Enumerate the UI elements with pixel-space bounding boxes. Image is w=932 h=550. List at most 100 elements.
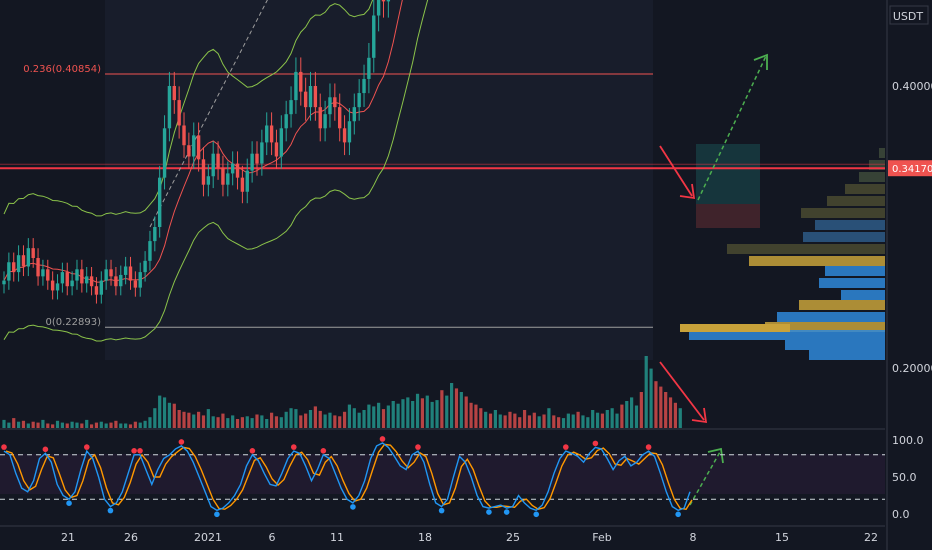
- candle-body: [143, 260, 147, 273]
- oversold-marker: [438, 507, 445, 514]
- candle-body: [123, 266, 128, 275]
- drop-arrow-line: [659, 145, 693, 197]
- volume-bar: [269, 412, 274, 428]
- fibonacci-retracement: 1.618(1.46034)1.414(1.30508)1.272(1.1970…: [0, 0, 885, 328]
- candle-body: [201, 159, 206, 185]
- candle-body: [138, 272, 142, 288]
- volume-bar: [668, 397, 673, 428]
- osc-arrow-head: [707, 447, 724, 464]
- candle-body: [333, 97, 337, 108]
- volume-bar: [391, 401, 395, 428]
- volume-bar: [673, 402, 678, 428]
- oversold-marker: [214, 511, 220, 518]
- volume-bar: [420, 398, 425, 428]
- volume-bar: [386, 405, 390, 428]
- date-tick: 25: [506, 531, 520, 544]
- volume-bar: [158, 395, 162, 428]
- candle-body: [55, 283, 60, 291]
- oversold-marker: [486, 509, 492, 515]
- volume-profile-row-17: [785, 340, 885, 350]
- candle-body: [177, 100, 181, 126]
- volume-bar: [46, 423, 50, 428]
- candle-body: [255, 153, 259, 164]
- candle-body: [65, 272, 69, 287]
- volume-bar: [561, 418, 566, 428]
- candle-body: [187, 145, 191, 157]
- volume-bar: [484, 411, 488, 428]
- volume-bar: [377, 402, 381, 428]
- candle-body: [279, 128, 284, 157]
- fib-region-shade: [105, 0, 653, 360]
- volume-bar: [610, 408, 614, 428]
- volume-bar: [586, 417, 590, 428]
- candle-body: [119, 274, 123, 287]
- candle-body: [284, 114, 288, 129]
- stoch-rsi-pane: [0, 436, 885, 518]
- volume-bar: [226, 418, 230, 428]
- volume-profile-row-4: [827, 196, 885, 206]
- trade-zones: [696, 144, 760, 228]
- price-tag-bg: [888, 160, 932, 177]
- volume-bar: [659, 386, 663, 428]
- candle-body: [2, 280, 6, 285]
- candle-body: [41, 269, 45, 277]
- volume-bar: [600, 413, 605, 428]
- candle-body: [60, 272, 65, 284]
- volume-bar: [153, 408, 157, 428]
- volume-bar: [459, 392, 463, 428]
- volume-bar: [493, 410, 497, 428]
- candle-body: [303, 91, 308, 108]
- date-tick: 2021: [194, 531, 222, 544]
- volume-profile-row-10: [825, 266, 885, 276]
- stoch-k-line: [3, 442, 691, 512]
- bb-upper: [3, 0, 374, 217]
- overbought-marker: [592, 440, 599, 447]
- volume-bar: [503, 415, 507, 428]
- volume-bar: [415, 393, 420, 428]
- currency-label: USDT: [893, 10, 924, 23]
- fib-label-0.236: 0.236(0.40854): [23, 64, 101, 75]
- volume-bar: [21, 420, 26, 428]
- volume-profile-row-5: [801, 208, 885, 218]
- candle-body: [128, 266, 133, 281]
- volume-bar: [401, 399, 405, 428]
- overbought-marker: [645, 444, 652, 450]
- currency-box: [889, 5, 929, 25]
- candle-body: [70, 280, 74, 287]
- oversold-marker: [675, 511, 681, 518]
- volume-profile-row-11: [819, 278, 885, 288]
- candle-body: [318, 107, 322, 129]
- candle-body: [109, 269, 113, 277]
- volume-bar: [411, 401, 415, 428]
- candle-body: [230, 163, 235, 174]
- oversold-marker: [503, 509, 510, 515]
- volume-profile-row-16: [689, 330, 885, 340]
- volume-bar: [649, 368, 653, 428]
- date-tick: 26: [124, 531, 138, 544]
- volume-bar: [498, 414, 502, 428]
- candle-body: [289, 100, 293, 115]
- volume-bar: [362, 410, 366, 428]
- drop-arrow-head: [679, 183, 696, 200]
- candle-body: [372, 15, 376, 58]
- volume-bar: [639, 392, 643, 428]
- volume-profile-row-18: [809, 350, 885, 360]
- volume-bar: [70, 421, 74, 428]
- candle-body: [89, 276, 94, 287]
- price-tag: 0.34170: [892, 164, 932, 175]
- volume-bar: [357, 412, 361, 428]
- candle-body: [299, 71, 303, 92]
- volume-bar: [644, 356, 648, 428]
- bb-basis: [3, 0, 403, 283]
- candle-body: [114, 276, 118, 287]
- volume-bar: [367, 404, 371, 428]
- volume-bar: [7, 422, 11, 428]
- volume-bar: [328, 412, 332, 428]
- volume-bar: [522, 410, 527, 428]
- volume-bar: [294, 409, 298, 428]
- date-tick: 15: [775, 531, 789, 544]
- volume-arrow-line: [659, 361, 705, 421]
